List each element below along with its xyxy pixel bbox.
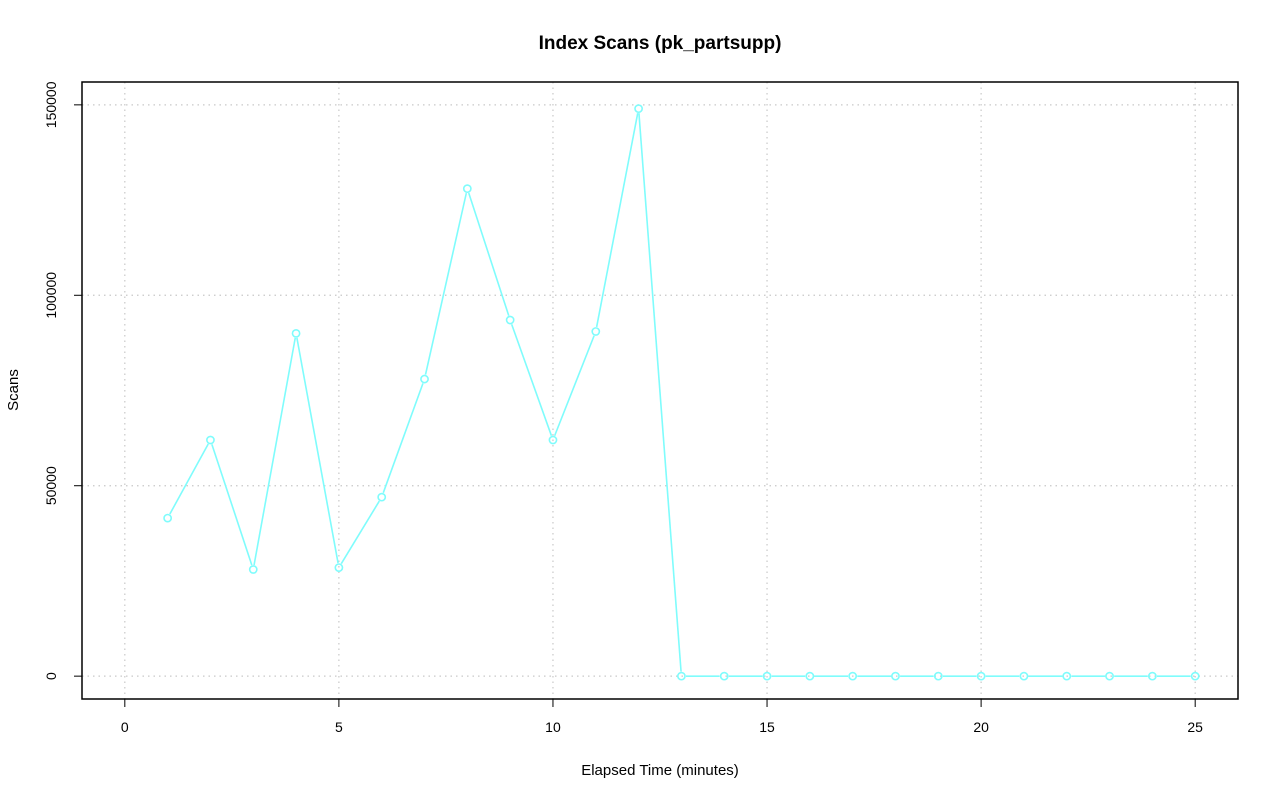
series-line-segment — [340, 500, 380, 565]
data-point — [1147, 671, 1157, 681]
data-point — [163, 513, 173, 523]
series-line-segment — [211, 444, 253, 566]
data-point — [591, 327, 601, 336]
data-point — [634, 104, 643, 114]
series-line-segment — [638, 113, 682, 672]
y-tick-label: 0 — [43, 672, 59, 680]
data-point — [1105, 671, 1114, 681]
x-tick-label: 10 — [545, 719, 561, 735]
series-line-segment — [169, 443, 209, 515]
data-point — [933, 671, 943, 681]
data-point — [1019, 671, 1029, 681]
chart-title: Index Scans (pk_partsupp) — [539, 33, 782, 54]
data-point — [719, 671, 729, 681]
data-point — [377, 492, 387, 502]
data-point — [420, 374, 429, 384]
data-point — [462, 184, 472, 194]
series-line-segment — [553, 335, 595, 437]
data-point — [762, 671, 772, 681]
data-point — [248, 565, 258, 574]
grid — [82, 82, 1238, 699]
data-point — [891, 671, 900, 681]
y-tick-label: 50000 — [43, 466, 59, 505]
series-line-segment — [296, 337, 339, 564]
data-point — [1190, 671, 1200, 681]
x-tick-label: 15 — [759, 719, 775, 735]
series-line-segment — [510, 324, 553, 436]
series-line-segment — [595, 113, 639, 328]
x-axis-label: Elapsed Time (minutes) — [581, 762, 739, 779]
data-point — [976, 671, 986, 681]
data-point — [1062, 671, 1072, 681]
data-point — [206, 435, 215, 445]
series-line-segment — [382, 383, 424, 494]
axes: 0 5 10 15 20 25 0 50000 100000 150000 — [43, 81, 1203, 735]
series-line-segment — [253, 337, 297, 566]
x-tick-label: 0 — [121, 719, 129, 735]
data-point — [505, 315, 515, 325]
data-point — [805, 671, 815, 681]
y-axis-label: Scans — [5, 369, 22, 411]
y-tick-label: 150000 — [43, 81, 59, 128]
series-group — [163, 104, 1200, 681]
data-point — [548, 435, 558, 445]
data-point — [848, 671, 858, 681]
series-line-segment — [424, 192, 468, 375]
data-point — [677, 671, 686, 681]
data-point — [291, 328, 301, 338]
y-tick-label: 100000 — [43, 272, 59, 319]
x-tick-label: 25 — [1187, 719, 1203, 735]
series-line-segment — [467, 192, 510, 316]
data-point — [334, 563, 344, 573]
x-tick-label: 5 — [335, 719, 343, 735]
x-tick-label: 20 — [973, 719, 989, 735]
